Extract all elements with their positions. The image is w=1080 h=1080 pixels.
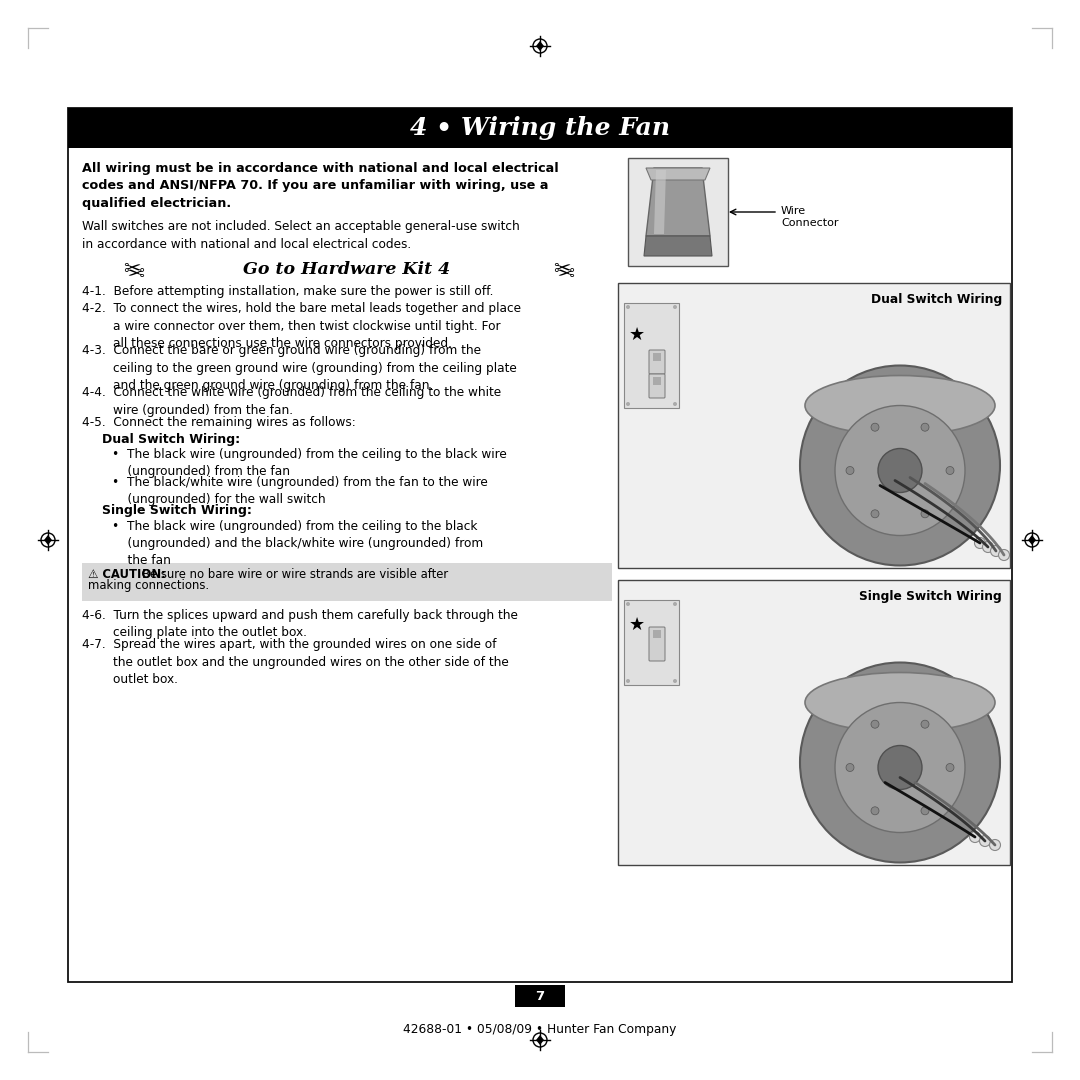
Circle shape [974,538,986,549]
Circle shape [870,510,879,517]
Circle shape [946,764,954,771]
Polygon shape [644,237,712,256]
Text: 4-7.  Spread the wires apart, with the grounded wires on one side of
        the: 4-7. Spread the wires apart, with the gr… [82,638,509,686]
Circle shape [626,679,630,683]
Text: 4 • Wiring the Fan: 4 • Wiring the Fan [410,116,670,140]
Circle shape [626,305,630,309]
Text: 4-1.  Before attempting installation, make sure the power is still off.: 4-1. Before attempting installation, mak… [82,285,494,298]
Text: •  The black/white wire (ungrounded) from the fan to the wire
    (ungrounded) f: • The black/white wire (ungrounded) from… [112,475,488,505]
Circle shape [921,510,929,517]
Circle shape [870,720,879,728]
Circle shape [673,305,677,309]
Circle shape [980,836,990,847]
Text: Go to Hardware Kit 4: Go to Hardware Kit 4 [226,260,469,278]
FancyBboxPatch shape [653,630,661,638]
Text: Be sure no bare wire or wire strands are visible after: Be sure no bare wire or wire strands are… [141,568,448,581]
FancyBboxPatch shape [653,353,661,361]
Circle shape [983,541,994,553]
Polygon shape [536,41,544,51]
Text: 42688-01 • 05/08/09 • Hunter Fan Company: 42688-01 • 05/08/09 • Hunter Fan Company [403,1023,677,1036]
Circle shape [878,448,922,492]
Ellipse shape [805,376,995,435]
Text: 7: 7 [536,989,544,1002]
Ellipse shape [805,673,995,732]
FancyBboxPatch shape [624,600,679,685]
FancyBboxPatch shape [618,283,1010,568]
Circle shape [673,602,677,606]
Circle shape [870,423,879,431]
FancyBboxPatch shape [68,108,1012,982]
Text: 4-4.  Connect the white wire (grounded) from the ceiling to the white
        wi: 4-4. Connect the white wire (grounded) f… [82,387,501,417]
FancyBboxPatch shape [624,303,679,408]
Circle shape [626,602,630,606]
Polygon shape [44,535,52,545]
Circle shape [800,365,1000,566]
Text: 4-2.  To connect the wires, hold the bare metal leads together and place
       : 4-2. To connect the wires, hold the bare… [82,302,521,350]
Polygon shape [1028,535,1036,545]
Text: ✂: ✂ [553,259,570,279]
Circle shape [921,807,929,814]
Text: 4-3.  Connect the bare or green ground wire (grounding) from the
        ceiling: 4-3. Connect the bare or green ground wi… [82,345,516,392]
Text: Dual Switch Wiring:: Dual Switch Wiring: [102,432,240,446]
Text: Single Switch Wiring:: Single Switch Wiring: [102,504,252,517]
Circle shape [835,405,966,536]
Circle shape [846,764,854,771]
Circle shape [946,467,954,474]
FancyBboxPatch shape [649,627,665,661]
Circle shape [921,423,929,431]
FancyBboxPatch shape [627,158,728,266]
Circle shape [846,467,854,474]
Polygon shape [654,170,666,234]
FancyBboxPatch shape [515,985,565,1007]
Polygon shape [536,1035,544,1045]
Text: 4-6.  Turn the splices upward and push them carefully back through the
        c: 4-6. Turn the splices upward and push th… [82,609,518,639]
FancyBboxPatch shape [618,580,1010,865]
Text: 4-5.  Connect the remaining wires as follows:: 4-5. Connect the remaining wires as foll… [82,416,355,429]
Polygon shape [646,168,710,237]
Circle shape [673,402,677,406]
FancyBboxPatch shape [653,377,661,384]
Circle shape [626,402,630,406]
Text: making connections.: making connections. [87,580,210,593]
Text: ✂: ✂ [123,259,140,279]
Text: ✂: ✂ [126,259,144,279]
Text: •  The black wire (ungrounded) from the ceiling to the black
    (ungrounded) an: • The black wire (ungrounded) from the c… [112,519,483,567]
Text: •  The black wire (ungrounded) from the ceiling to the black wire
    (ungrounde: • The black wire (ungrounded) from the c… [112,448,507,478]
Circle shape [673,679,677,683]
FancyBboxPatch shape [82,563,612,600]
Text: ✂: ✂ [556,259,573,279]
Polygon shape [646,168,710,180]
Circle shape [921,720,929,728]
Text: ⚠ CAUTION:: ⚠ CAUTION: [87,568,170,581]
FancyBboxPatch shape [649,350,665,374]
Circle shape [990,545,1001,556]
Text: Wall switches are not included. Select an acceptable general-use switch
in accor: Wall switches are not included. Select a… [82,220,519,251]
Text: All wiring must be in accordance with national and local electrical
codes and AN: All wiring must be in accordance with na… [82,162,558,210]
Circle shape [970,832,981,842]
Text: Wire
Connector: Wire Connector [781,206,838,228]
Circle shape [870,807,879,814]
Circle shape [835,702,966,833]
FancyBboxPatch shape [68,108,1012,148]
Text: ★: ★ [629,616,645,634]
Text: Dual Switch Wiring: Dual Switch Wiring [870,293,1002,306]
Circle shape [878,745,922,789]
Text: Single Switch Wiring: Single Switch Wiring [860,590,1002,603]
Text: ★: ★ [629,326,645,345]
Circle shape [800,662,1000,863]
Circle shape [989,839,1000,851]
FancyBboxPatch shape [649,374,665,399]
Circle shape [999,550,1010,561]
